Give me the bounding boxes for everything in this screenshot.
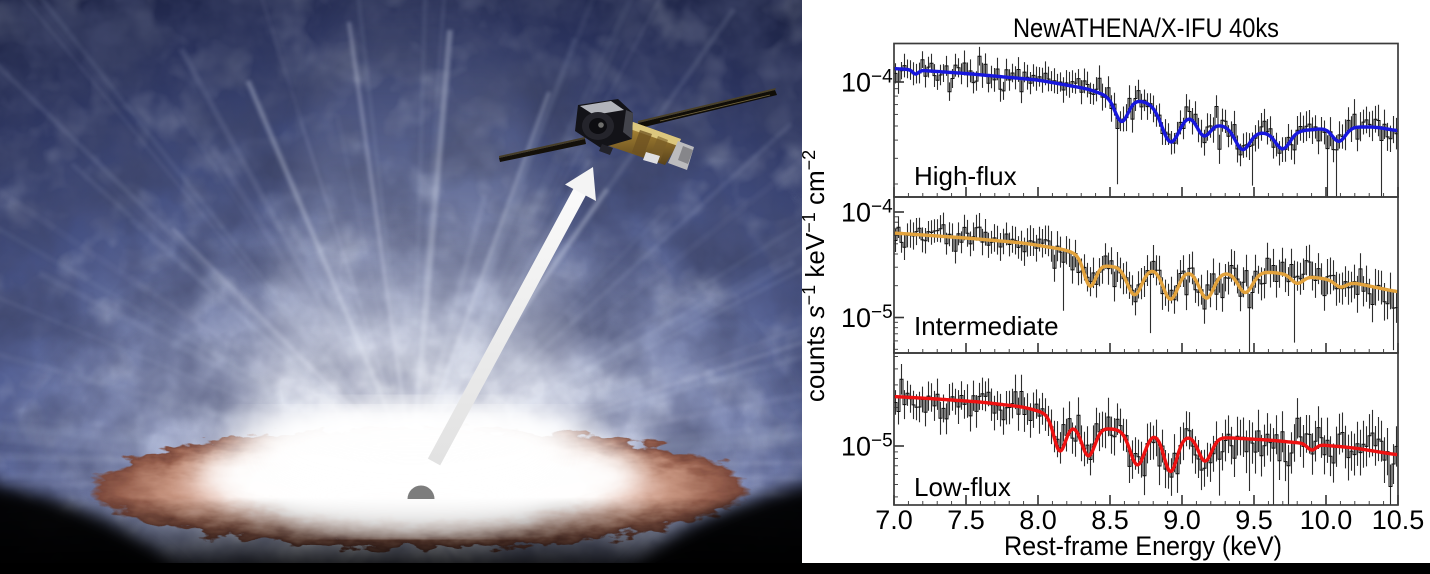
svg-text:−5: −5 (871, 431, 893, 452)
svg-text:10: 10 (841, 432, 871, 462)
svg-text:9.5: 9.5 (1235, 505, 1273, 535)
svg-text:Low-flux: Low-flux (914, 472, 1011, 502)
svg-text:−5: −5 (871, 302, 893, 323)
svg-text:−4: −4 (871, 67, 893, 88)
svg-text:9.0: 9.0 (1163, 505, 1201, 535)
svg-text:10.5: 10.5 (1372, 505, 1425, 535)
svg-text:counts s−1 keV−1 cm−2: counts s−1 keV−1 cm−2 (799, 150, 830, 402)
svg-text:8.5: 8.5 (1091, 505, 1129, 535)
svg-text:NewATHENA/X-IFU 40ks: NewATHENA/X-IFU 40ks (1013, 13, 1279, 43)
svg-text:−4: −4 (871, 197, 893, 218)
svg-text:10.0: 10.0 (1300, 505, 1353, 535)
svg-text:High-flux: High-flux (914, 161, 1017, 191)
svg-text:Rest-frame Energy (keV): Rest-frame Energy (keV) (1004, 531, 1282, 561)
svg-text:8.0: 8.0 (1019, 505, 1057, 535)
svg-text:7.0: 7.0 (875, 505, 913, 535)
svg-text:10: 10 (841, 198, 871, 228)
svg-text:10: 10 (841, 68, 871, 98)
svg-text:10: 10 (841, 303, 871, 333)
svg-text:7.5: 7.5 (947, 505, 985, 535)
svg-text:Intermediate: Intermediate (914, 311, 1059, 341)
